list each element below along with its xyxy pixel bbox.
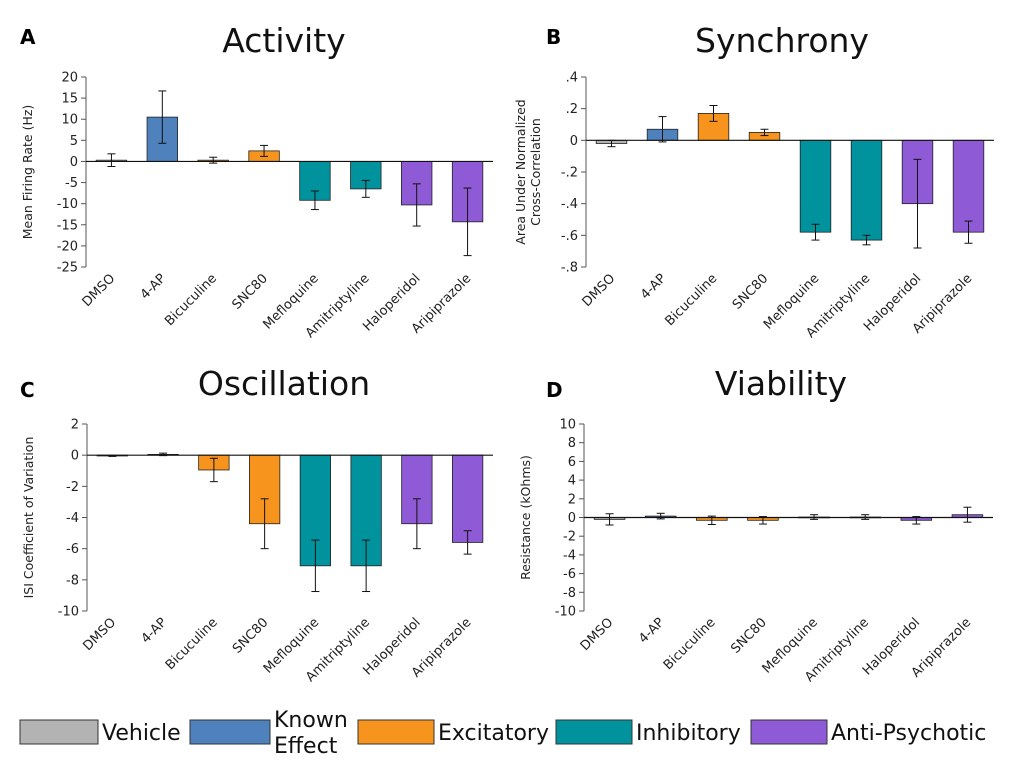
legend-swatch-inhibitory xyxy=(555,719,633,745)
y-tick-label: .4 xyxy=(566,71,578,86)
x-tick-label: DMSO xyxy=(80,271,119,310)
y-tick-label: -10 xyxy=(555,605,576,620)
x-tick-label: SNC80 xyxy=(730,271,771,312)
y-tick-label: -8 xyxy=(563,586,576,601)
legend-label: Known Effect xyxy=(274,708,348,759)
x-tick-label: DMSO xyxy=(578,615,617,654)
y-tick-label: -6 xyxy=(563,567,576,582)
x-tick-label: SNC80 xyxy=(728,615,769,656)
y-tick-label: -.6 xyxy=(561,229,578,244)
legend-swatch-antipsychotic xyxy=(750,719,828,745)
y-tick-label: .2 xyxy=(566,102,578,117)
chart-title: Oscillation xyxy=(198,364,370,403)
legend-label: Vehicle xyxy=(102,721,181,746)
y-tick-label: 6 xyxy=(568,455,576,470)
y-tick-label: 0 xyxy=(71,449,79,464)
x-tick-label: 4-AP xyxy=(638,271,670,303)
panel-b: B Synchrony -.8 -.6 -.4 -.2 0 .2 .4 Area Under No… xyxy=(513,21,994,341)
panel-letter: B xyxy=(546,25,561,49)
bar xyxy=(850,139,883,241)
chart-title: Viability xyxy=(715,364,847,403)
x-tick-label: Bicuculine xyxy=(663,271,721,329)
y-tick-label: 15 xyxy=(61,92,78,107)
y-tick-label: 20 xyxy=(61,71,78,86)
y-tick-label: 8 xyxy=(568,436,576,451)
y-axis-label: Mean Firing Rate (Hz) xyxy=(20,105,35,240)
x-tick-label: 4-AP xyxy=(139,615,171,647)
y-tick-label: 10 xyxy=(61,113,78,128)
y-tick-label: 0 xyxy=(570,134,578,149)
bar xyxy=(451,454,484,543)
y-tick-label: -2 xyxy=(563,530,576,545)
panel-letter: C xyxy=(20,378,35,402)
y-axis-label: ISI Coefficient of Variation xyxy=(21,437,36,599)
legend-label: Excitatory xyxy=(438,721,549,746)
x-tick-label: SNC80 xyxy=(230,615,271,656)
y-tick-label: -.8 xyxy=(561,261,578,276)
y-tick-label: 2 xyxy=(568,492,576,507)
bar xyxy=(799,139,832,233)
bar xyxy=(952,139,985,233)
y-tick-label: -10 xyxy=(57,197,78,212)
y-tick-label: 5 xyxy=(70,134,78,149)
y-axis-label: Resistance (kOhms) xyxy=(518,455,533,580)
panel-d: D Viability -10 -8 -6 -4 -2 0 2 4 6 8 10 Resistance (… xyxy=(518,364,993,685)
panel-c: C Oscillation -10 -8 -6 -4 -2 0 2 ISI Coefficient… xyxy=(20,364,493,685)
x-tick-label: SNC80 xyxy=(229,271,270,312)
y-tick-label: -.4 xyxy=(561,197,578,212)
y-tick-label: -10 xyxy=(58,605,79,620)
y-tick-label: -5 xyxy=(65,176,78,191)
y-axis-label: Area Under NormalizedCross-Correlation xyxy=(513,99,543,244)
y-tick-label: -.2 xyxy=(561,166,578,181)
chart-title: Synchrony xyxy=(695,21,869,60)
y-tick-label: 0 xyxy=(70,155,78,170)
legend-swatch-known xyxy=(189,719,271,745)
x-tick-label: Bicuculine xyxy=(162,271,220,329)
y-tick-label: -15 xyxy=(57,218,78,233)
x-tick-label: Bicuculine xyxy=(661,615,719,673)
y-tick-label: 2 xyxy=(71,418,79,433)
legend: Vehicle Known Effect Excitatory Inhibitory An… xyxy=(19,708,986,759)
y-tick-label: 10 xyxy=(559,418,576,433)
legend-label: Inhibitory xyxy=(636,721,741,746)
legend-swatch-vehicle xyxy=(19,719,99,745)
legend-label: Anti-Psychotic xyxy=(831,721,986,746)
x-tick-label: DMSO xyxy=(580,271,619,310)
y-tick-label: -6 xyxy=(66,542,79,557)
y-tick-label: -25 xyxy=(57,261,78,276)
y-tick-label: -4 xyxy=(66,511,79,526)
x-tick-label: DMSO xyxy=(81,615,120,654)
chart-title: Activity xyxy=(222,21,345,60)
panel-a: A Activity -25 -20 -15 -10 -5 0 5 10 15 20 Mean Firi… xyxy=(20,21,493,341)
y-tick-label: -2 xyxy=(66,480,79,495)
y-tick-label: 4 xyxy=(568,474,576,489)
y-tick-label: 0 xyxy=(568,511,576,526)
y-tick-label: -8 xyxy=(66,573,79,588)
y-tick-label: -4 xyxy=(563,548,576,563)
x-tick-label: Bicuculine xyxy=(163,615,221,673)
legend-swatch-excitatory xyxy=(357,719,435,745)
x-tick-label: 4-AP xyxy=(636,615,668,647)
y-tick-label: -20 xyxy=(57,239,78,254)
panel-letter: A xyxy=(20,25,36,49)
x-tick-label: 4-AP xyxy=(138,271,170,303)
panel-letter: D xyxy=(546,378,563,402)
